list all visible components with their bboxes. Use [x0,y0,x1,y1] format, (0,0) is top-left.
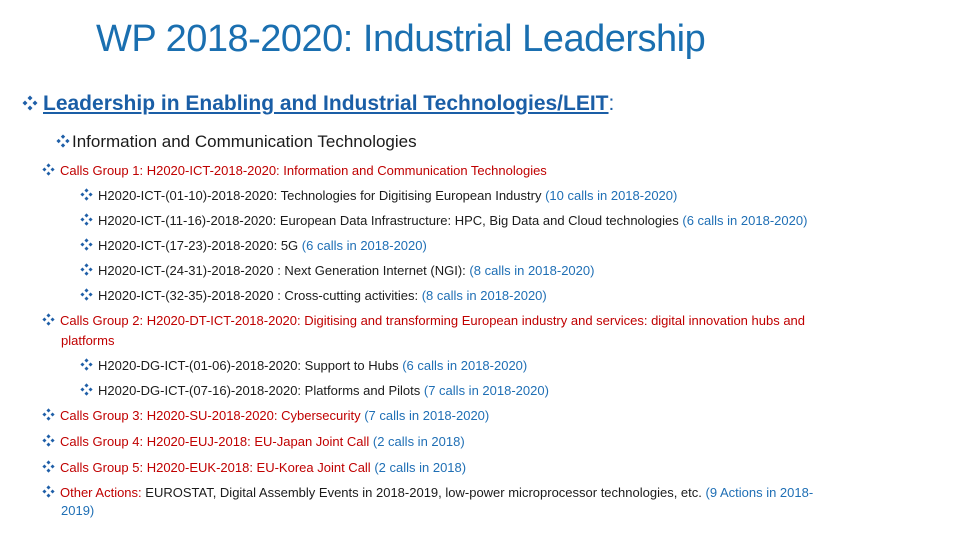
calls-group-4-count: (2 calls in 2018) [372,434,465,449]
calls-group-4-label: Calls Group 4: H2020-EUJ-2018: EU-Japan … [60,434,370,449]
section-heading-text: Leadership in Enabling and Industrial Te… [43,92,609,115]
list-item: H2020-ICT-(11-16)-2018-2020: European Da… [80,213,807,228]
calls-group-5-count: (2 calls in 2018) [374,460,467,475]
other-actions-count: (9 Actions in 2018- [705,485,814,500]
list-item: H2020-DG-ICT-(01-06)-2018-2020: Support … [80,358,527,373]
diamond-bullet-icon [80,288,93,301]
calls-group-1-label: Calls Group 1: H2020-ICT-2018-2020: Info… [60,163,547,178]
item-count: (6 calls in 2018-2020) [682,213,808,228]
calls-group-2: Calls Group 2: H2020-DT-ICT-2018-2020: D… [42,313,805,328]
list-item: H2020-DG-ICT-(07-16)-2018-2020: Platform… [80,383,549,398]
calls-group-3-count: (7 calls in 2018-2020) [364,408,490,423]
item-count: (7 calls in 2018-2020) [423,383,549,398]
diamond-bullet-icon [80,213,93,226]
list-item: H2020-ICT-(17-23)-2018-2020: 5G (6 calls… [80,238,427,253]
slide-title: WP 2018-2020: Industrial Leadership [96,18,706,60]
item-count: (6 calls in 2018-2020) [402,358,528,373]
section-heading-colon: : [608,92,615,115]
list-item: H2020-ICT-(24-31)-2018-2020 : Next Gener… [80,263,594,278]
diamond-bullet-icon [80,358,93,371]
other-actions: Other Actions: EUROSTAT, Digital Assembl… [42,485,813,500]
diamond-bullet-icon [80,383,93,396]
calls-group-4: Calls Group 4: H2020-EUJ-2018: EU-Japan … [42,434,465,449]
item-code: H2020-ICT-(01-10)-2018-2020: Technologie… [98,188,542,203]
subsection-heading-text: Information and Communication Technologi… [72,132,417,151]
diamond-bullet-icon [42,408,55,421]
diamond-bullet-icon [80,188,93,201]
diamond-bullet-icon [80,238,93,251]
item-code: H2020-ICT-(24-31)-2018-2020 : Next Gener… [98,263,466,278]
calls-group-5-label: Calls Group 5: H2020-EUK-2018: EU-Korea … [60,460,371,475]
item-code: H2020-ICT-(11-16)-2018-2020: European Da… [98,213,679,228]
item-code: H2020-ICT-(17-23)-2018-2020: 5G [98,238,299,253]
diamond-bullet-icon [80,263,93,276]
item-count: (8 calls in 2018-2020) [469,263,595,278]
list-item: H2020-ICT-(01-10)-2018-2020: Technologie… [80,188,677,203]
item-count: (6 calls in 2018-2020) [301,238,427,253]
diamond-bullet-icon [56,134,70,148]
diamond-bullet-icon [42,460,55,473]
section-heading: Leadership in Enabling and Industrial Te… [22,92,614,116]
calls-group-3-label: Calls Group 3: H2020-SU-2018-2020: Cyber… [60,408,361,423]
diamond-bullet-icon [42,434,55,447]
item-code: H2020-ICT-(32-35)-2018-2020 : Cross-cutt… [98,288,419,303]
diamond-bullet-icon [22,95,38,111]
calls-group-2-label: Calls Group 2: H2020-DT-ICT-2018-2020: D… [60,313,806,328]
subsection-heading: Information and Communication Technologi… [56,132,417,152]
list-item: H2020-ICT-(32-35)-2018-2020 : Cross-cutt… [80,288,547,303]
item-count: (10 calls in 2018-2020) [545,188,678,203]
other-actions-count-continued: 2019) [61,503,95,518]
calls-group-2-label-continued: platforms [61,333,115,348]
other-actions-label: Other Actions: [60,485,142,500]
diamond-bullet-icon [42,485,55,498]
calls-group-5: Calls Group 5: H2020-EUK-2018: EU-Korea … [42,460,466,475]
item-code: H2020-DG-ICT-(01-06)-2018-2020: Support … [98,358,399,373]
calls-group-3: Calls Group 3: H2020-SU-2018-2020: Cyber… [42,408,489,423]
diamond-bullet-icon [42,313,55,326]
calls-group-1: Calls Group 1: H2020-ICT-2018-2020: Info… [42,163,547,178]
item-code: H2020-DG-ICT-(07-16)-2018-2020: Platform… [98,383,421,398]
diamond-bullet-icon [42,163,55,176]
item-count: (8 calls in 2018-2020) [421,288,547,303]
other-actions-text: EUROSTAT, Digital Assembly Events in 201… [145,485,702,500]
